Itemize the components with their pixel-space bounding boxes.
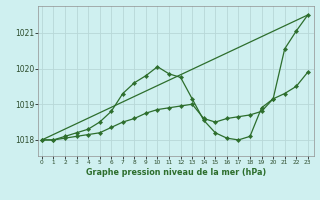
X-axis label: Graphe pression niveau de la mer (hPa): Graphe pression niveau de la mer (hPa): [86, 168, 266, 177]
